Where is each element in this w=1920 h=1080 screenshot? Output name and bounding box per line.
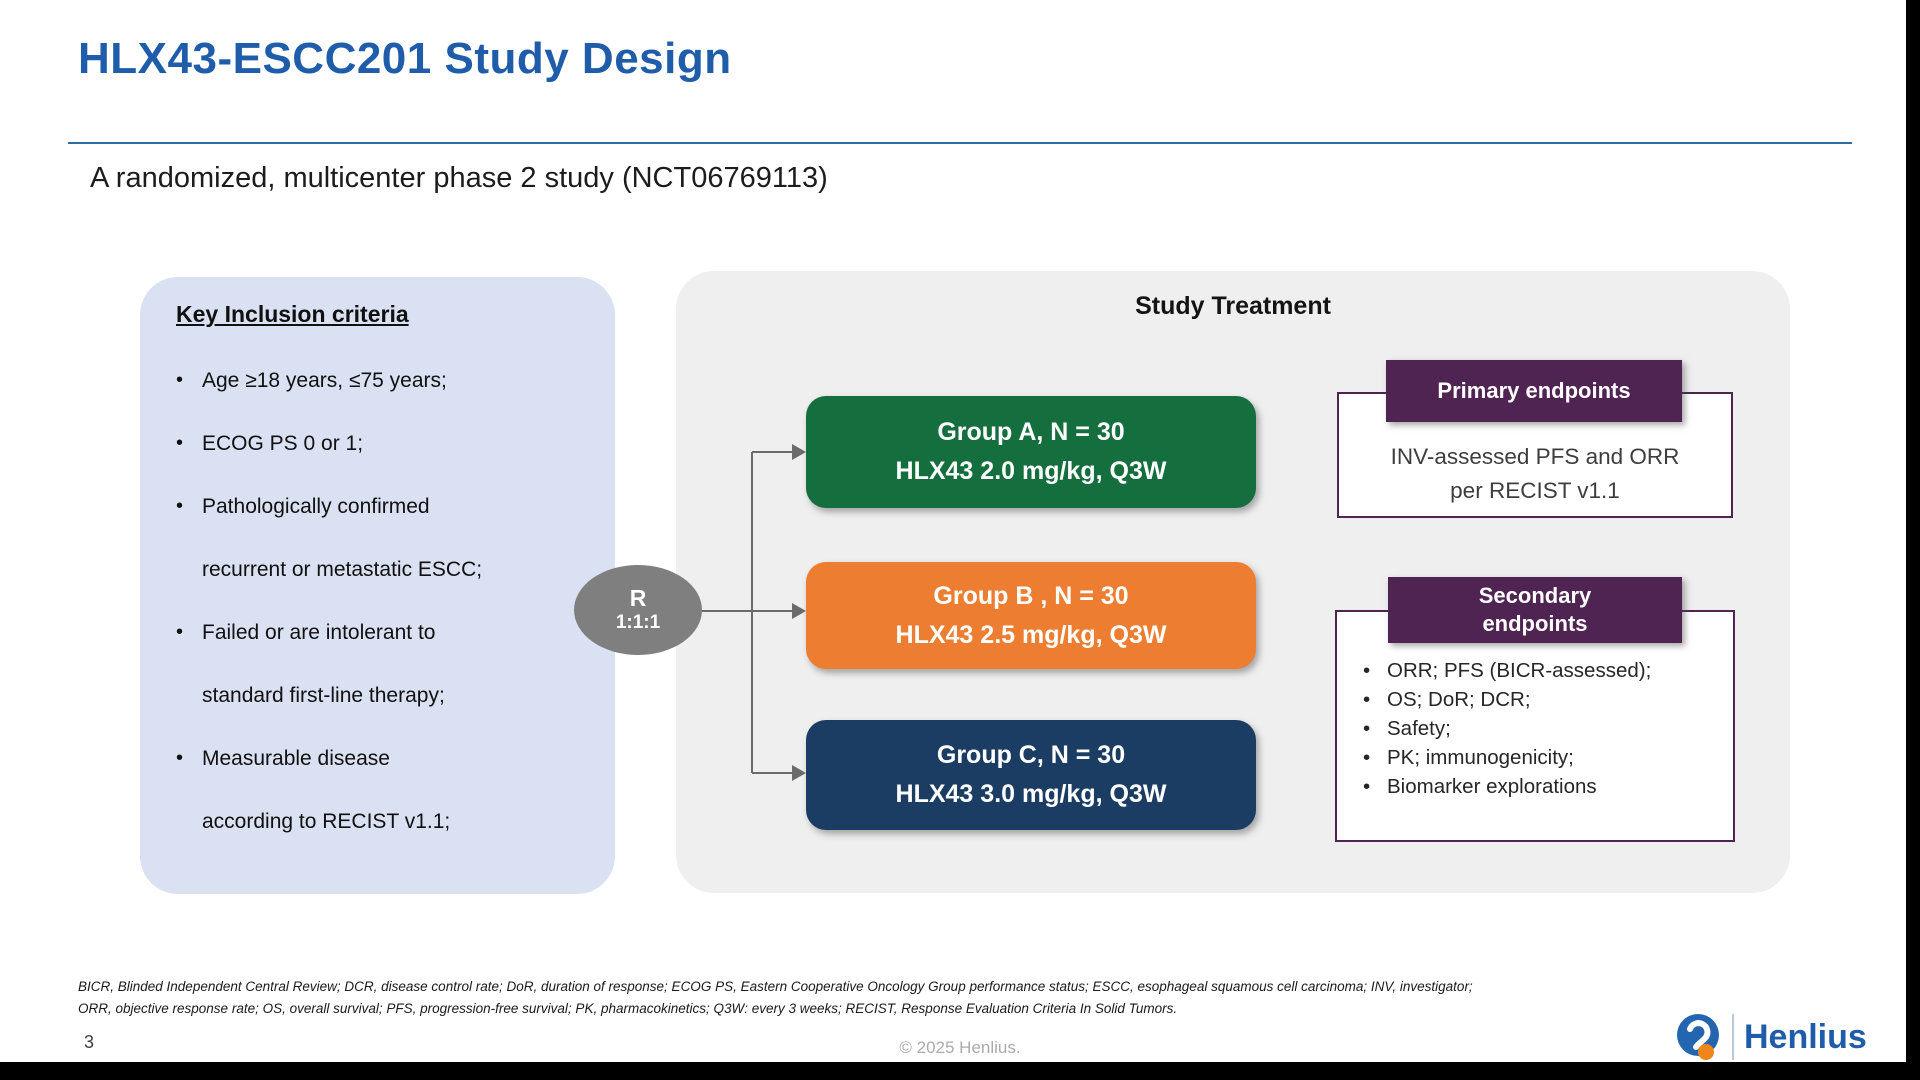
list-item: Failed or are intolerant to standard fir… [170,601,580,727]
inclusion-criteria-panel: Key Inclusion criteria Age ≥18 years, ≤7… [140,277,615,894]
list-item: OS; DoR; DCR; [1357,685,1651,714]
group-c-box: Group C, N = 30 HLX43 3.0 mg/kg, Q3W [806,720,1256,830]
randomization-node: R 1:1:1 [574,565,702,655]
group-b-box: Group B , N = 30 HLX43 2.5 mg/kg, Q3W [806,562,1256,669]
bullet-line: recurrent or metastatic ESCC; [202,558,483,581]
primary-endpoints-header: Primary endpoints [1386,360,1682,422]
group-c-title: Group C, N = 30 [936,741,1126,769]
abbreviations-footnote: BICR, Blinded Independent Central Review… [78,976,1473,1020]
group-b-dose: HLX43 2.5 mg/kg, Q3W [895,620,1167,649]
secondary-endpoints-heading: endpoints [1482,611,1588,636]
henlius-logo-text: Henlius [1744,1017,1867,1056]
group-a-title: Group A, N = 30 [937,418,1125,446]
bullet-line: Failed or are intolerant to [202,621,436,644]
page-number: 3 [84,1032,95,1052]
list-item: Pathologically confirmed recurrent or me… [170,475,580,601]
secondary-endpoints-box: ORR; PFS (BICR-assessed); OS; DoR; DCR; … [1335,610,1735,842]
screen-edge-right [1906,0,1920,1080]
list-item: Age ≥18 years, ≤75 years; [170,349,580,412]
study-subtitle: A randomized, multicenter phase 2 study … [90,162,828,194]
primary-endpoints-heading: Primary endpoints [1437,378,1631,403]
bullet-line: Age ≥18 years, ≤75 years; [202,369,447,392]
screen-edge-bottom [0,1062,1920,1080]
bullet-line: Pathologically confirmed [202,495,430,518]
primary-endpoints-text: INV-assessed PFS and ORR per RECIST v1.1 [1339,440,1731,508]
bullet-line: Measurable disease [202,747,390,770]
group-a-dose: HLX43 2.0 mg/kg, Q3W [895,457,1167,485]
list-item: Measurable disease according to RECIST v… [170,727,580,853]
bullet-line: according to RECIST v1.1; [202,810,451,833]
logo-separator [1732,1014,1734,1060]
henlius-logo-icon [1677,1014,1719,1060]
inclusion-criteria-list: Age ≥18 years, ≤75 years; ECOG PS 0 or 1… [170,349,580,853]
page-title: HLX43-ESCC201 Study Design [78,34,732,83]
secondary-endpoints-header: Secondary endpoints [1388,577,1682,643]
group-a-box: Group A, N = 30 HLX43 2.0 mg/kg, Q3W [806,396,1256,508]
study-treatment-heading: Study Treatment [1135,292,1331,320]
randomization-ratio: 1:1:1 [615,612,661,633]
randomization-label: R [629,585,647,611]
bullet-line: ECOG PS 0 or 1; [202,432,364,455]
list-item: Safety; [1357,714,1651,743]
secondary-endpoints-list: ORR; PFS (BICR-assessed); OS; DoR; DCR; … [1357,656,1651,801]
primary-endpoints-line: INV-assessed PFS and ORR [1390,444,1680,469]
title-divider [68,142,1852,144]
henlius-logo: Henlius [1676,1012,1867,1062]
list-item: ECOG PS 0 or 1; [170,412,580,475]
footnote-line: BICR, Blinded Independent Central Review… [78,979,1473,994]
bullet-line: standard first-line therapy; [202,684,445,707]
group-c-dose: HLX43 3.0 mg/kg, Q3W [895,780,1167,808]
copyright-text: © 2025 Henlius. [899,1038,1021,1057]
inclusion-criteria-heading: Key Inclusion criteria [176,301,409,327]
secondary-endpoints-heading: Secondary [1478,583,1592,608]
list-item: PK; immunogenicity; [1357,743,1651,772]
list-item: Biomarker explorations [1357,772,1651,801]
list-item: ORR; PFS (BICR-assessed); [1357,656,1651,685]
footnote-line: ORR, objective response rate; OS, overal… [78,1001,1178,1016]
group-b-title: Group B , N = 30 [933,581,1129,610]
primary-endpoints-line: per RECIST v1.1 [1450,478,1620,503]
